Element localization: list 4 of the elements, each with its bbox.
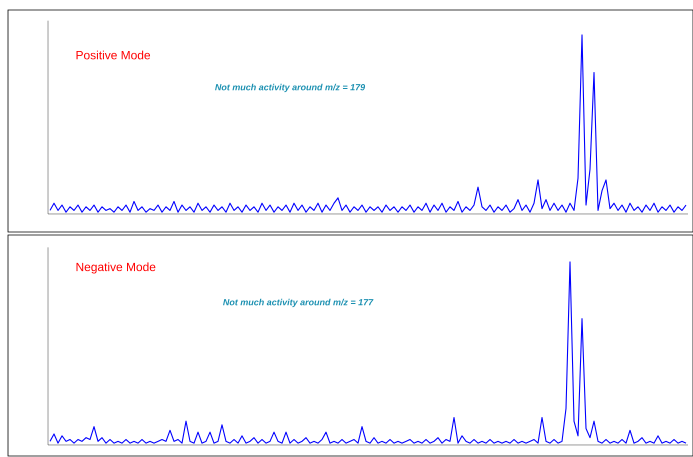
annotation: Not much activity around m/z = 179 — [215, 84, 366, 92]
text: Positive Mode — [76, 50, 150, 60]
annotation: Not much activity around m/z = 177 — [223, 298, 374, 308]
chart-title: Negative Mode — [76, 262, 156, 274]
